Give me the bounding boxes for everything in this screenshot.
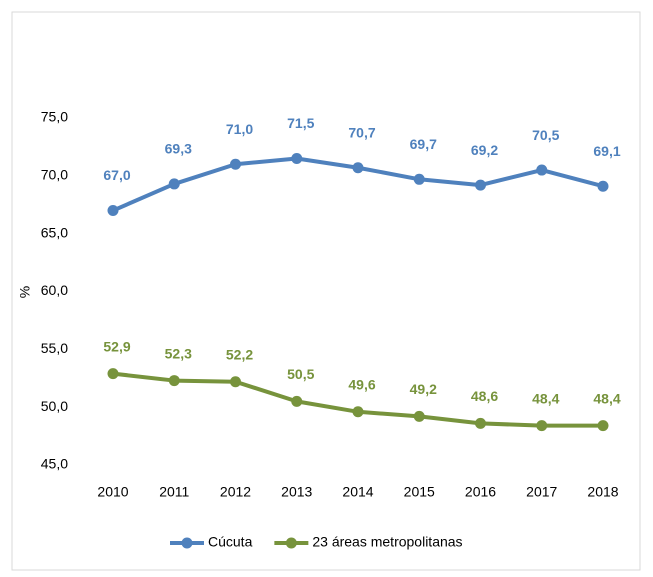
series-marker [291,395,303,407]
data-label: 69,7 [410,136,437,152]
x-tick-label: 2013 [281,484,312,500]
y-tick-label: 65,0 [41,224,68,240]
series-marker [230,158,241,170]
y-tick-label: 75,0 [41,109,68,125]
data-label: 49,6 [348,376,375,392]
y-tick-label: 70,0 [41,167,68,183]
data-label: 50,5 [287,366,314,382]
x-tick-label: 2016 [465,484,496,500]
series-marker [291,152,303,164]
series-marker [168,178,180,190]
legend-marker [181,537,193,549]
series-marker [475,417,486,429]
data-label: 67,0 [103,167,130,183]
series-marker [107,368,119,380]
chart-frame [11,11,641,571]
series-marker [597,180,609,192]
series-marker [597,420,609,432]
series-marker [413,173,425,185]
data-label: 70,7 [348,124,375,140]
data-label: 48,6 [471,388,498,404]
series-marker [352,162,364,174]
data-label: 48,4 [593,390,620,406]
data-label: 69,1 [593,143,620,159]
y-tick-label: 55,0 [41,340,68,356]
x-tick-label: 2017 [526,484,557,500]
x-tick-label: 2018 [587,484,618,500]
y-axis-label: % [17,286,33,298]
legend-marker [285,537,297,549]
series-marker [475,179,486,191]
x-tick-label: 2012 [220,484,251,500]
legend-label: 23 áreas metropolitanas [312,534,462,550]
series-marker [168,375,180,387]
data-label: 70,5 [532,127,559,143]
x-tick-label: 2010 [97,484,128,500]
data-label: 69,2 [471,142,498,158]
y-tick-label: 50,0 [41,398,68,414]
data-label: 71,0 [226,121,253,137]
series-marker [107,205,119,217]
y-tick-label: 45,0 [41,456,68,472]
data-label: 52,9 [103,338,130,354]
data-label: 71,5 [287,115,314,131]
series-marker [230,376,241,388]
legend-label: Cúcuta [208,534,253,550]
data-label: 49,2 [410,381,437,397]
series-marker [536,164,548,176]
data-label: 48,4 [532,390,559,406]
series-marker [413,410,425,422]
data-label: 52,2 [226,346,253,362]
data-label: 52,3 [165,345,192,361]
series-marker [536,420,548,432]
series-marker [352,406,364,418]
data-label: 69,3 [165,141,192,157]
x-tick-label: 2011 [159,484,189,500]
x-tick-label: 2015 [404,484,435,500]
y-tick-label: 60,0 [41,282,68,298]
x-tick-label: 2014 [342,484,373,500]
